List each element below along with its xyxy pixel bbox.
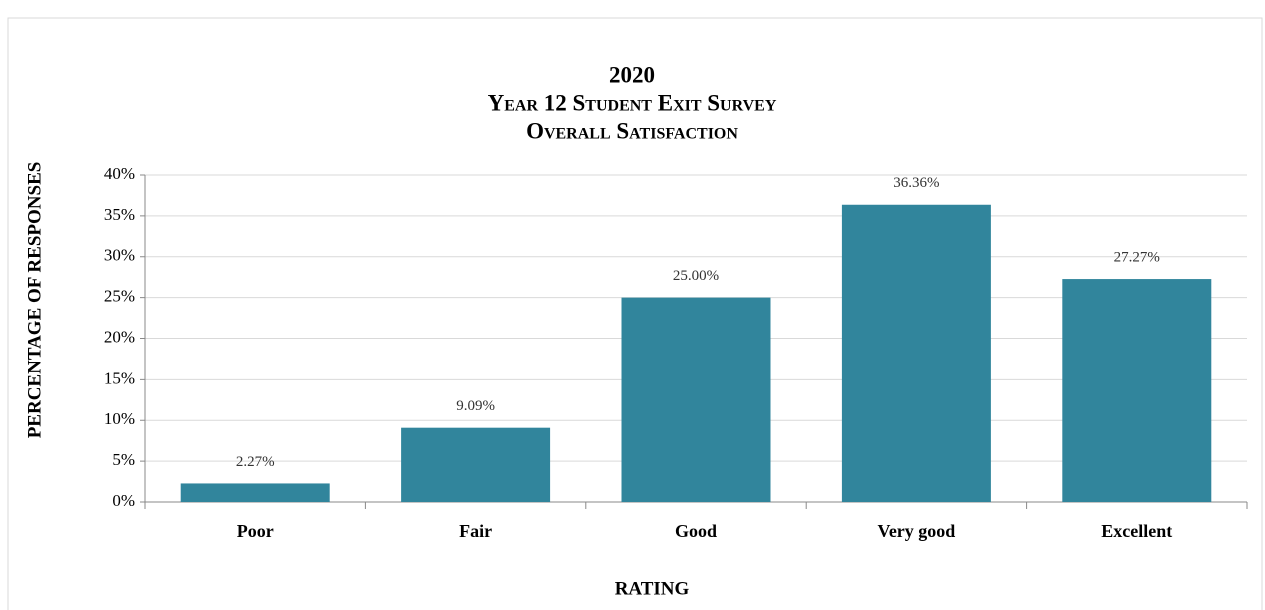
chart-title: Overall Satisfaction: [526, 118, 738, 143]
y-tick-label: 15%: [104, 368, 135, 387]
data-label: 27.27%: [1114, 250, 1160, 266]
bar: [180, 483, 330, 502]
y-tick-label: 20%: [104, 327, 135, 346]
bar: [1062, 279, 1212, 502]
x-tick-label: Poor: [237, 521, 274, 541]
y-tick-label: 10%: [104, 409, 135, 428]
y-axis-title: PERCENTAGE OF RESPONSES: [24, 162, 45, 439]
data-label: 9.09%: [456, 398, 495, 414]
y-tick-label: 40%: [104, 164, 135, 183]
bar: [621, 297, 771, 502]
bar: [841, 204, 991, 502]
y-tick-label: 5%: [112, 450, 135, 469]
y-tick-label: 35%: [104, 205, 135, 224]
chart-title: 2020: [609, 62, 655, 87]
x-tick-label: Fair: [459, 521, 492, 541]
bar: [401, 427, 551, 502]
x-axis-title: RATING: [615, 578, 690, 599]
y-tick-label: 25%: [104, 287, 135, 306]
x-tick-label: Good: [675, 521, 717, 541]
data-label: 36.36%: [893, 175, 939, 191]
x-tick-label: Excellent: [1101, 521, 1172, 541]
y-tick-label: 0%: [112, 491, 135, 510]
data-label: 2.27%: [236, 454, 275, 470]
x-tick-label: Very good: [877, 521, 955, 541]
chart-title: Year 12 Student Exit Survey: [488, 90, 777, 115]
y-tick-label: 30%: [104, 246, 135, 265]
data-label: 25.00%: [673, 268, 719, 284]
